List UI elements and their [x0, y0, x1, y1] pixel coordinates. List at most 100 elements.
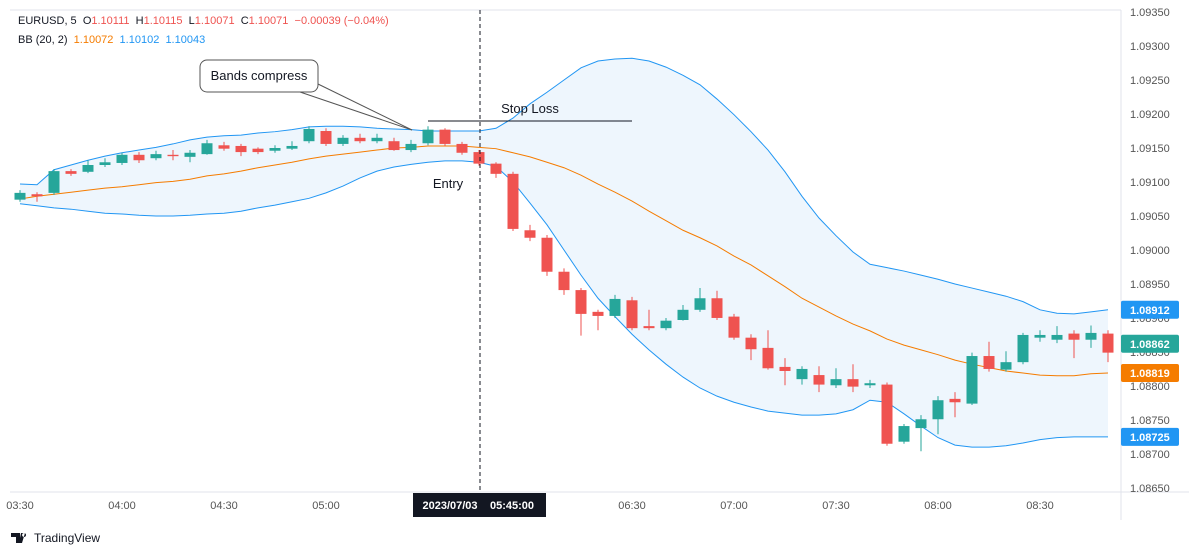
candle-body — [983, 356, 995, 369]
candle-body — [184, 152, 196, 157]
entry-label: Entry — [433, 176, 464, 191]
stop-loss-label: Stop Loss — [501, 101, 559, 116]
candle-body — [1051, 334, 1063, 340]
candle-body — [99, 162, 111, 166]
indicator: BB (20, 2) — [18, 34, 68, 46]
candle-body — [167, 154, 179, 157]
candle-body — [286, 145, 298, 149]
callout-box — [199, 59, 319, 93]
candle-body — [473, 152, 485, 164]
candle-body — [422, 129, 434, 144]
candle-body — [1085, 332, 1097, 340]
y-tick-label: 1.09100 — [1130, 177, 1170, 189]
y-tick-label: 1.09200 — [1130, 109, 1170, 121]
candle-body — [388, 141, 400, 151]
candle-body — [150, 154, 162, 159]
y-tick-label: 1.08950 — [1130, 279, 1170, 291]
candle-body — [592, 311, 604, 316]
y-tick-label: 1.09000 — [1130, 245, 1170, 257]
price-tag-label: 1.08862 — [1130, 339, 1170, 351]
candle-body — [1017, 334, 1029, 363]
y-tick-label: 1.09050 — [1130, 211, 1170, 223]
candle-body — [14, 192, 26, 200]
band-line — [19, 145, 1109, 377]
ohlc-value: 1.10071 — [194, 15, 235, 27]
y-tick-label: 1.08800 — [1130, 381, 1170, 393]
candle-body — [235, 145, 247, 153]
x-tick-label: 06:30 — [618, 500, 646, 512]
candle-body — [1068, 333, 1080, 340]
symbol: EURUSD, 5 — [18, 15, 77, 27]
callout-pointer — [317, 83, 413, 131]
price-tag-label: 1.08725 — [1130, 432, 1170, 444]
candle-body — [303, 128, 315, 142]
candle-body — [677, 309, 689, 321]
candle-body — [915, 419, 927, 429]
candle-body — [371, 137, 383, 142]
band-line — [19, 160, 1108, 448]
candle-body — [643, 326, 655, 329]
price-tag — [1121, 334, 1179, 353]
y-tick-label: 1.09250 — [1130, 75, 1170, 87]
candle-body — [694, 298, 706, 310]
y-tick-label: 1.08750 — [1130, 415, 1170, 427]
y-tick-label: 1.09350 — [1130, 7, 1170, 19]
candle-body — [966, 356, 978, 404]
candle-body — [337, 137, 349, 144]
band-line — [19, 57, 1109, 315]
candle-body — [745, 337, 757, 350]
candle-body — [609, 298, 621, 316]
ohlc-label: O — [82, 15, 92, 27]
x-tick-label: 08:30 — [1026, 500, 1054, 512]
candle-body — [949, 398, 961, 403]
crosshair-time-box — [413, 493, 546, 517]
callout-pointer — [299, 91, 413, 131]
x-tick-label: 07:30 — [822, 500, 850, 512]
candle-body — [660, 320, 672, 329]
header-line-1: EURUSD, 5 O1.10111 H1.10115 L1.10071 C1.… — [18, 15, 389, 27]
candle-body — [201, 143, 213, 155]
candle-body — [490, 163, 502, 174]
candle-body — [1034, 334, 1046, 338]
candle-body — [320, 131, 332, 144]
price-tag — [1121, 364, 1179, 383]
change: −0.00039 (−0.04%) — [294, 15, 389, 27]
y-tick-label: 1.09150 — [1130, 143, 1170, 155]
candle-body — [218, 145, 230, 149]
ohlc-value: 1.10111 — [91, 15, 130, 27]
candle-body — [558, 271, 570, 291]
price-tag-label: 1.08819 — [1130, 368, 1170, 380]
brand-logo — [11, 533, 27, 543]
crosshair-date: 2023/07/03 — [422, 500, 477, 512]
candle-body — [711, 298, 723, 318]
candle-body — [864, 383, 876, 386]
candle-body — [762, 347, 774, 369]
ohlc-label: C — [240, 15, 249, 27]
callout-text: Bands compress — [211, 68, 308, 83]
ohlc-value: 1.10115 — [143, 15, 183, 27]
candle-body — [269, 148, 281, 151]
candle-body — [133, 154, 145, 161]
candle-body — [1102, 333, 1114, 353]
ohlc-label: H — [135, 15, 144, 27]
band-fill — [20, 58, 1108, 448]
candle-body — [728, 316, 740, 338]
candle-body — [524, 230, 536, 238]
candle-body — [456, 143, 468, 153]
candle-body — [48, 171, 60, 193]
plot — [14, 57, 1114, 452]
candle-body — [881, 384, 893, 444]
candle-body — [354, 137, 366, 142]
candle-body — [1000, 362, 1012, 370]
candle-body — [813, 375, 825, 385]
candle-body — [252, 148, 264, 153]
y-tick-label: 1.08650 — [1130, 483, 1170, 495]
price-tag-label: 1.08912 — [1130, 305, 1170, 317]
ohlc-label: L — [188, 15, 195, 27]
indicator-value: 1.10043 — [165, 34, 206, 46]
candle-body — [847, 379, 859, 387]
candle-body — [31, 194, 43, 197]
x-tick-label: 03:30 — [6, 500, 34, 512]
candle-body — [830, 379, 842, 386]
